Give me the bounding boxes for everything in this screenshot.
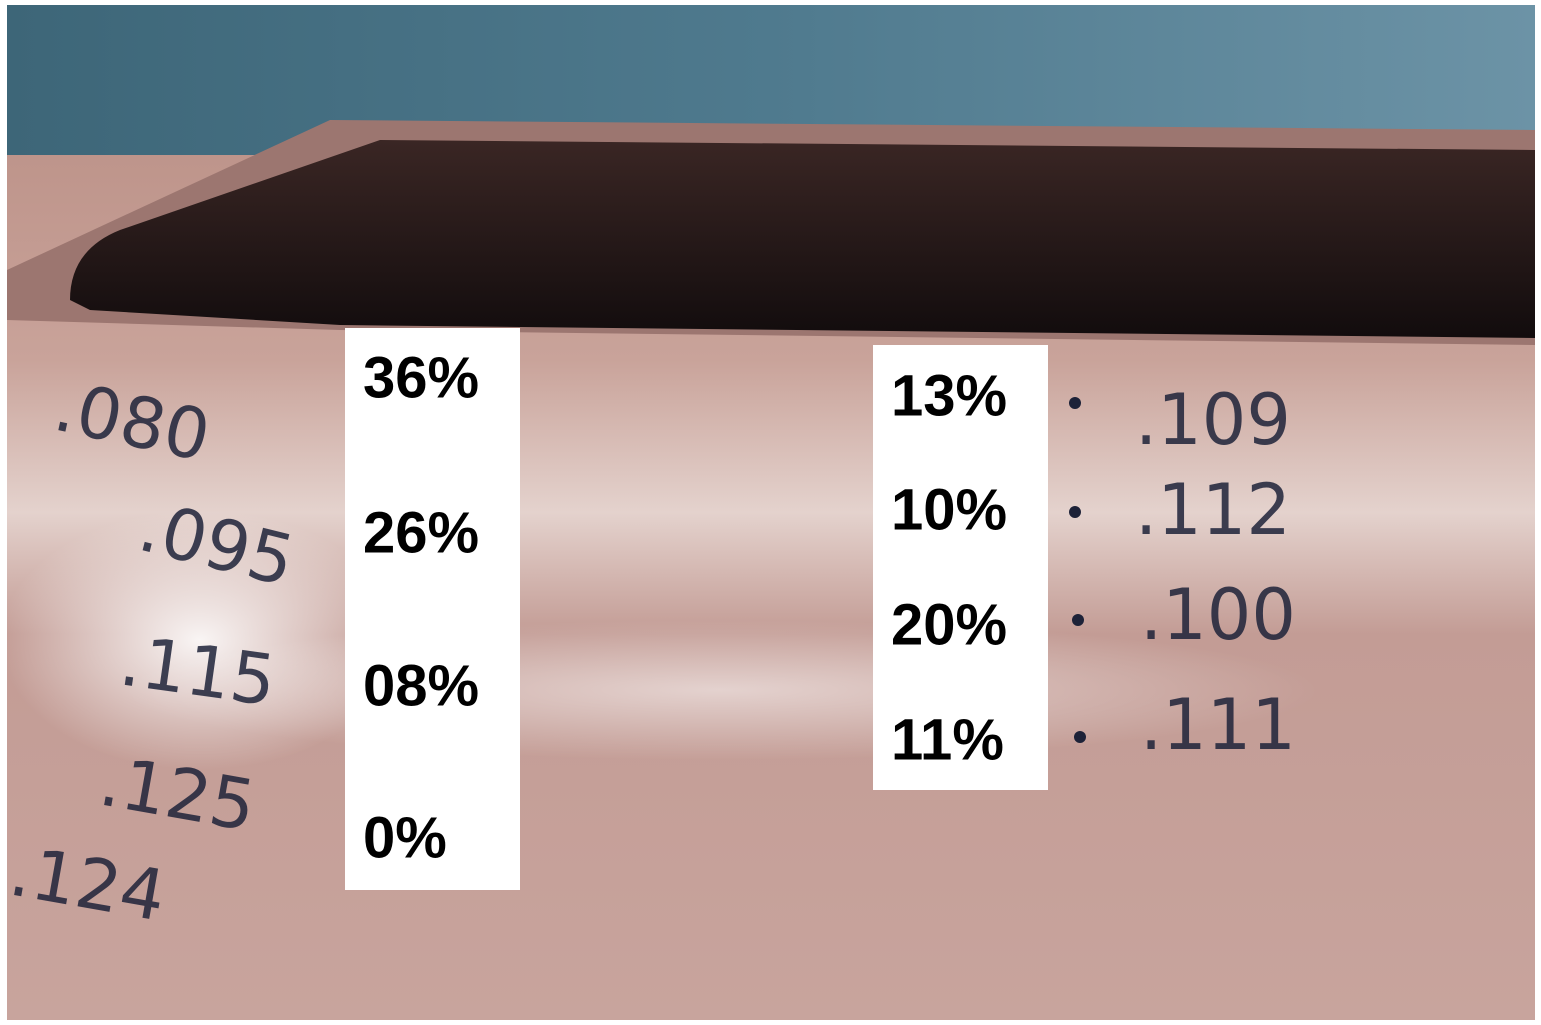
right-handwriting: .109 .112 .100 .111	[1069, 379, 1296, 766]
left-label-box: 36% 26% 08% 0%	[345, 328, 520, 890]
marker-dot	[1072, 614, 1084, 626]
handwritten-note: .111	[1140, 684, 1296, 766]
percent-label: 11%	[891, 707, 1004, 772]
label-panel	[873, 345, 1048, 790]
handwritten-note: .112	[1135, 469, 1291, 551]
percent-label: 26%	[363, 500, 479, 565]
percent-label: 20%	[891, 592, 1007, 657]
marker-dot	[1069, 506, 1081, 518]
marker-dot	[1074, 731, 1086, 743]
pan-interior	[70, 140, 1535, 338]
percent-label: 13%	[891, 363, 1007, 428]
percent-label: 08%	[363, 653, 479, 718]
handwritten-note: .109	[1135, 379, 1291, 461]
handwritten-note: .100	[1140, 574, 1296, 656]
percent-label: 0%	[363, 805, 447, 870]
percent-label: 10%	[891, 477, 1007, 542]
marker-dot	[1069, 397, 1081, 409]
label-panel	[345, 328, 520, 890]
right-label-box: 13% 10% 20% 11%	[873, 345, 1048, 790]
percent-label: 36%	[363, 345, 479, 410]
